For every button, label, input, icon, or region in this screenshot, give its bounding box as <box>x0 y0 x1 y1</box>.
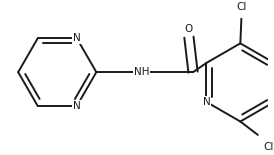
Text: Cl: Cl <box>236 2 247 12</box>
Text: N: N <box>203 97 210 107</box>
Text: O: O <box>185 24 193 34</box>
Text: Cl: Cl <box>263 142 273 152</box>
Text: NH: NH <box>134 67 149 77</box>
Text: N: N <box>73 33 81 43</box>
Text: N: N <box>73 101 81 111</box>
